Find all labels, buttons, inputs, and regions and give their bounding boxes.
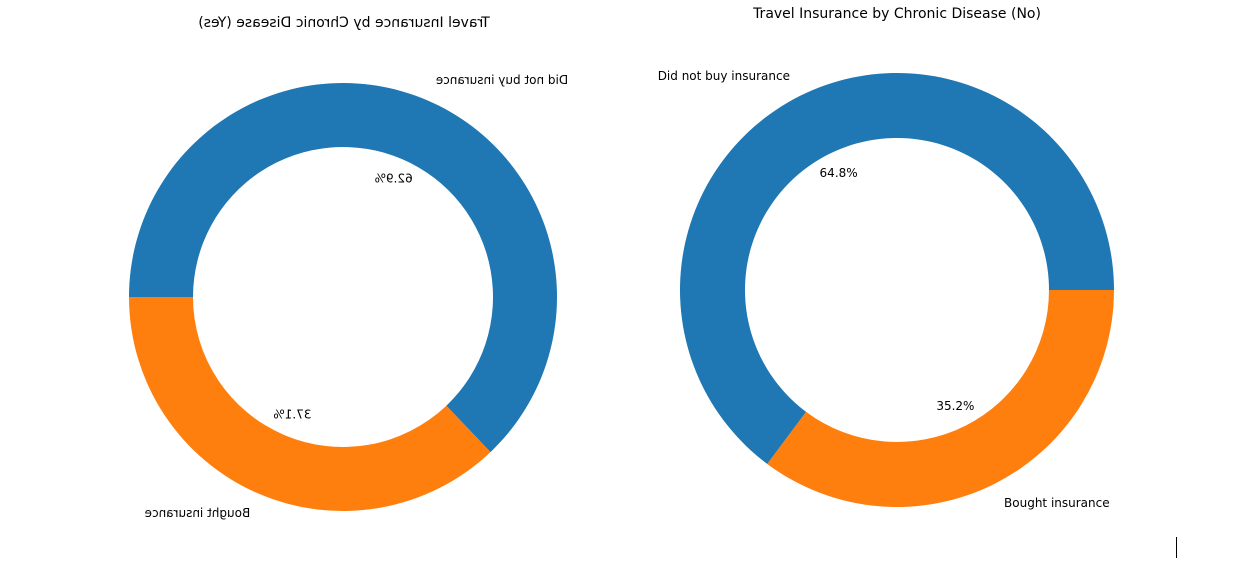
donut-yes-slice-1 [129, 297, 491, 511]
donut-no-slice-1 [767, 290, 1114, 508]
donut-yes-label-1: Bought insurance [145, 506, 251, 520]
donut-no [680, 73, 1114, 508]
chart-yes-panel: Did not buy insurance 62.9% Bought insuran… [129, 15, 568, 520]
donut-yes-label-0: Did not buy insurance [436, 73, 568, 87]
donut-no-text: Did not buy insurance 64.8% Bought insuran… [658, 6, 1110, 510]
donut-yes-text: Did not buy insurance 62.9% Bought insuran… [145, 15, 568, 520]
donut-yes-pct-1: 37.1% [273, 407, 311, 421]
donut-no-pct-1: 35.2% [936, 399, 974, 413]
donut-yes-pct-0: 62.9% [375, 172, 413, 186]
chart-no-panel: Did not buy insurance 64.8% Bought insuran… [658, 6, 1114, 510]
donut-yes [129, 83, 557, 511]
donut-no-pct-0: 64.8% [820, 166, 858, 180]
donut-yes-title: Travel Insurance by Chronic Disease (Yes… [198, 15, 490, 31]
text-cursor [1176, 537, 1177, 558]
donut-no-title: Travel Insurance by Chronic Disease (No) [752, 6, 1041, 22]
donut-no-label-0: Did not buy insurance [658, 69, 790, 83]
donut-no-label-1: Bought insurance [1004, 496, 1110, 510]
donut-yes-slice-0 [129, 83, 557, 453]
donut-no-slice-0 [680, 73, 1114, 464]
